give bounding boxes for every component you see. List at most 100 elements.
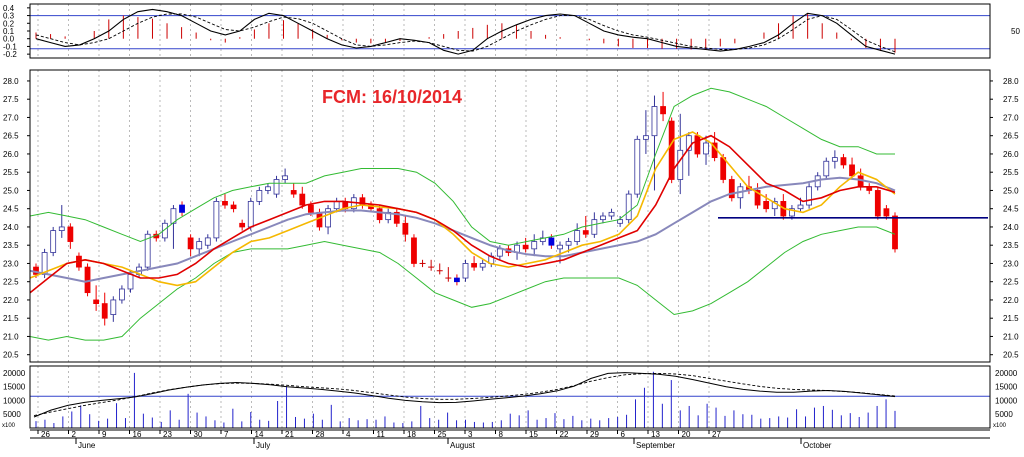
price-tick-label-left: 24.5 <box>3 205 19 214</box>
date-label: 4 <box>346 430 351 439</box>
candle-body <box>402 222 409 235</box>
candle-body <box>840 157 847 166</box>
candle-body <box>273 179 280 195</box>
price-tick-label-left: 28.0 <box>3 77 19 86</box>
price-tick-label-right: 25.0 <box>1003 186 1019 195</box>
candle-body <box>101 303 108 319</box>
date-label: 27 <box>712 430 721 439</box>
osc-tick-label: 0.3 <box>3 12 15 21</box>
date-label: 28 <box>316 430 325 439</box>
sma-long <box>29 176 896 283</box>
date-label: 18 <box>407 430 416 439</box>
price-tick-label-left: 25.5 <box>3 168 19 177</box>
volume-tick-label-right: 5000 <box>995 410 1013 419</box>
candle-body <box>265 186 271 191</box>
volume-tick-label-left: 20000 <box>3 369 26 378</box>
date-label: 3 <box>468 430 473 439</box>
grid <box>37 4 710 428</box>
candle-body <box>196 241 203 250</box>
date-label: 30 <box>194 430 203 439</box>
candle-body <box>600 215 606 221</box>
candle-body <box>831 157 838 162</box>
macd-line <box>35 8 896 55</box>
candle-body <box>660 106 666 115</box>
candle-body <box>187 237 194 250</box>
candle-body <box>754 190 761 206</box>
candle-body <box>376 208 383 221</box>
date-label: 26 <box>41 430 50 439</box>
price-tick-label-right: 27.5 <box>1003 95 1019 104</box>
osc-right-tick-label: 50 <box>1011 27 1020 36</box>
candle-body <box>591 219 598 235</box>
candle-body <box>565 241 572 246</box>
price-tick-label-left: 27.5 <box>3 95 19 104</box>
candle-body <box>454 277 460 283</box>
date-label: 22 <box>560 430 569 439</box>
volume-ma-dashed <box>33 372 896 417</box>
candle-body <box>694 135 701 155</box>
price-tick-label-right: 22.5 <box>1003 278 1019 287</box>
candle-body <box>462 263 469 279</box>
candle-body <box>608 211 615 217</box>
price-tick-label-left: 26.0 <box>3 150 19 159</box>
osc-tick-label: -0.2 <box>3 50 17 59</box>
price-tick-label-right: 21.5 <box>1003 314 1019 323</box>
candle-body <box>239 222 246 228</box>
date-label: 6 <box>621 430 626 439</box>
month-label: September <box>636 441 675 450</box>
candle-body <box>282 175 289 180</box>
price-tick-label-right: 28.0 <box>1003 77 1019 86</box>
candle-body <box>522 244 529 250</box>
price-tick-label-left: 23.0 <box>3 259 19 268</box>
month-label: August <box>450 441 476 450</box>
volume-tick-label-left: 5000 <box>3 410 21 419</box>
volume-tick-label-left: 15000 <box>3 383 26 392</box>
candle-body <box>642 135 649 140</box>
candle-body <box>789 208 795 217</box>
axes: 26 2 9 16 23 30 7 14 21 28 4 11 18 25 3 8 15 22 29 6 13 20 27J… <box>2 3 1020 450</box>
date-label: 29 <box>590 430 599 439</box>
candle-body <box>333 200 340 210</box>
osc-tick-label: 0.0 <box>3 35 15 44</box>
candle-body <box>299 193 306 206</box>
candle-body <box>179 204 185 213</box>
candle-body <box>204 237 211 246</box>
candle-body <box>763 200 770 210</box>
price-tick-label-left: 25.0 <box>3 186 19 195</box>
volume-tick-label-right: 10000 <box>995 396 1018 405</box>
price-tick-label-right: 25.5 <box>1003 168 1019 177</box>
candle-body <box>230 204 237 210</box>
price-tick-label-left: 22.0 <box>3 296 19 305</box>
candle-body <box>161 222 168 239</box>
candle-body <box>617 219 624 224</box>
price-tick-label-right: 24.5 <box>1003 205 1019 214</box>
candle-body <box>290 190 297 195</box>
candle-body <box>823 160 830 177</box>
date-label: 20 <box>682 430 691 439</box>
candle-body <box>874 190 881 217</box>
date-label: 9 <box>102 430 107 439</box>
month-label: July <box>256 441 270 450</box>
price-tick-label-left: 26.5 <box>3 132 19 141</box>
volume-unit-right: x100 <box>993 423 1007 429</box>
candle-body <box>557 244 563 250</box>
candle-body <box>471 263 477 268</box>
candle-body <box>119 288 125 301</box>
volume-tick-label-right: 15000 <box>995 383 1018 392</box>
signal-line <box>35 13 896 53</box>
candle-body <box>58 226 65 231</box>
chart-title: FCM: 16/10/2014 <box>322 87 462 107</box>
candle-body <box>728 179 735 199</box>
candle-body <box>685 135 692 151</box>
candle-body <box>256 190 263 202</box>
sma-mid <box>29 134 896 294</box>
date-label: 25 <box>438 430 447 439</box>
candle-body <box>50 230 57 253</box>
candle-body <box>668 120 675 180</box>
date-label: 23 <box>163 430 172 439</box>
price-frame <box>29 69 991 363</box>
volume-ma-line <box>33 372 896 418</box>
candle-body <box>496 248 503 257</box>
